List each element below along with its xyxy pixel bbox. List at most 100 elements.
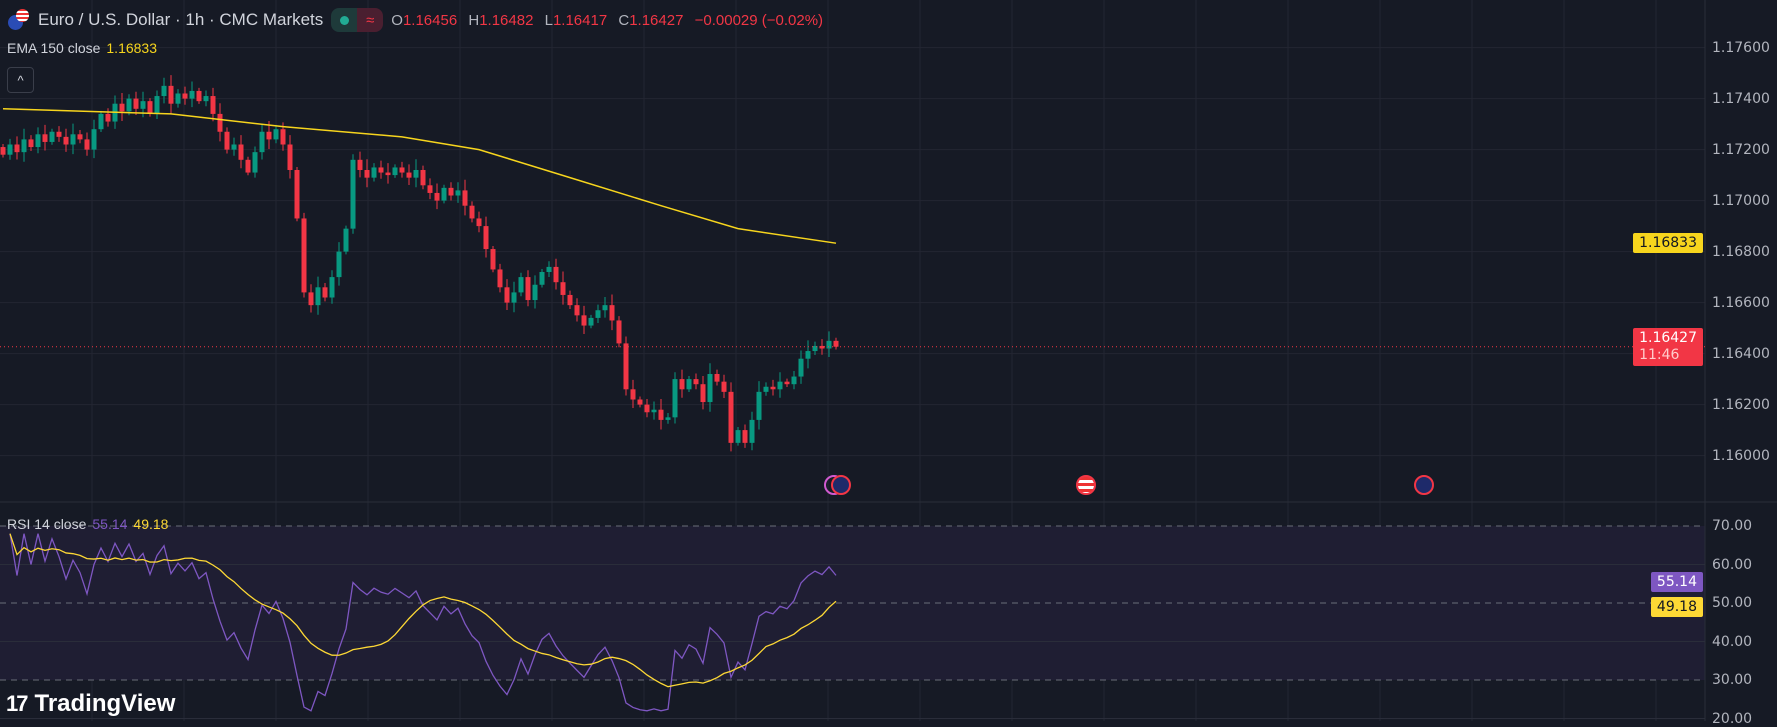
candle-body	[707, 374, 713, 403]
candle-body	[196, 90, 202, 102]
rsi-value: 55.14	[92, 516, 128, 532]
rsi-ma-line	[9, 533, 837, 688]
candle-body	[665, 417, 671, 420]
us-event-icon[interactable]	[1076, 475, 1096, 495]
candle-body	[511, 292, 517, 303]
candle-body	[546, 266, 552, 272]
candle-body	[826, 340, 832, 349]
candle-body	[805, 351, 811, 359]
candle-body	[833, 340, 839, 347]
candle-body	[392, 167, 398, 176]
candle-body	[343, 228, 349, 252]
candle-body	[301, 218, 307, 293]
tradingview-logo[interactable]: 17 TradingView	[6, 690, 175, 718]
candle-body	[455, 190, 461, 196]
logo-text: TradingView	[34, 690, 176, 717]
rsi-legend[interactable]: RSI 14 close 55.14 49.18	[7, 516, 168, 532]
candle-body	[14, 144, 20, 153]
candle-body	[525, 277, 531, 301]
last-price-tag: 1.16427 11:46	[1633, 328, 1703, 366]
candle-body	[294, 170, 300, 219]
symbol-title[interactable]: Euro / U.S. Dollar · 1h · CMC Markets	[38, 10, 324, 29]
candle-body	[630, 389, 636, 400]
candle-body	[35, 134, 41, 148]
candle-body	[749, 419, 755, 443]
candle-body	[721, 381, 727, 392]
candle-body	[119, 103, 125, 112]
ema-legend[interactable]: EMA 150 close 1.16833	[7, 40, 157, 56]
candle-body	[56, 131, 62, 137]
rsi-tick-label: 70.00	[1712, 518, 1753, 534]
candle-body	[266, 131, 272, 140]
candle-body	[28, 139, 34, 148]
candle-body	[91, 129, 97, 150]
candle-body	[189, 90, 195, 99]
rsi-tag: 55.14	[1650, 572, 1703, 592]
candle-body	[483, 226, 489, 250]
candle-body	[259, 131, 265, 153]
candle-body	[224, 131, 230, 150]
candle-body	[812, 345, 818, 352]
eu-event-icon[interactable]	[831, 475, 851, 495]
rsi-label: RSI 14 close	[7, 516, 87, 532]
candle-body	[336, 251, 342, 278]
candle-body	[210, 96, 216, 114]
candle-body	[777, 381, 783, 390]
candle-body	[434, 192, 440, 201]
low-label: L	[544, 11, 553, 29]
close-value: 1.16427	[629, 11, 684, 29]
high-value: 1.16482	[479, 11, 534, 29]
candle-body	[70, 134, 76, 145]
low-value: 1.16417	[552, 11, 608, 29]
eu-event-icon[interactable]	[1414, 475, 1434, 495]
last-price: 1.16427	[1639, 330, 1697, 346]
candle-body	[84, 139, 90, 150]
market-open-icon	[331, 8, 358, 32]
open-label: O	[391, 11, 403, 29]
candle-body	[7, 144, 13, 155]
candle-body	[462, 190, 468, 206]
candle-body	[791, 376, 797, 385]
rsi-tick-label: 50.00	[1712, 595, 1753, 611]
candle-body	[553, 266, 559, 283]
price-tick-label: 1.16000	[1712, 447, 1770, 464]
candle-body	[602, 305, 608, 311]
ohlc-legend: O1.16456 H1.16482 L1.16417 C1.16427 −0.0…	[391, 12, 830, 29]
candle-body	[280, 129, 286, 145]
candle-body	[609, 305, 615, 321]
price-tick-label: 1.17600	[1712, 39, 1770, 56]
candle-body	[154, 96, 160, 114]
rsi-tick-label: 40.00	[1712, 633, 1753, 650]
price-tick-label: 1.16400	[1712, 345, 1770, 362]
rsi-ma-tag: 49.18	[1650, 597, 1703, 617]
candle-body	[406, 172, 412, 178]
close-label: C	[618, 11, 630, 29]
price-tick-label: 1.16800	[1712, 243, 1770, 260]
candle-body	[161, 85, 167, 97]
candle-body	[63, 136, 69, 145]
candle-body	[819, 345, 825, 349]
candle-body	[168, 85, 174, 104]
candle-body	[756, 391, 762, 420]
candle-body	[399, 167, 405, 173]
tradingview-mark-icon: 17	[6, 691, 29, 716]
chevron-up-icon: ^	[17, 72, 24, 88]
change-value: −0.00029 (−0.02%)	[694, 11, 824, 29]
candle-body	[413, 170, 419, 178]
candle-body	[0, 147, 6, 155]
collapse-legend-button[interactable]: ^	[7, 67, 34, 93]
candle-body	[490, 249, 496, 270]
candle-body	[623, 343, 629, 390]
candle-body	[798, 358, 804, 377]
open-value: 1.16456	[402, 11, 458, 29]
replay-icon: ≈	[357, 8, 384, 32]
candle-body	[497, 269, 503, 288]
candle-body	[518, 277, 524, 293]
candle-body	[742, 430, 748, 443]
rsi-ma-value: 49.18	[133, 516, 169, 532]
candle-body	[567, 294, 573, 306]
candle-body	[644, 404, 650, 413]
ema-value: 1.16833	[106, 40, 157, 56]
market-status-pill[interactable]: ≈	[331, 8, 384, 32]
